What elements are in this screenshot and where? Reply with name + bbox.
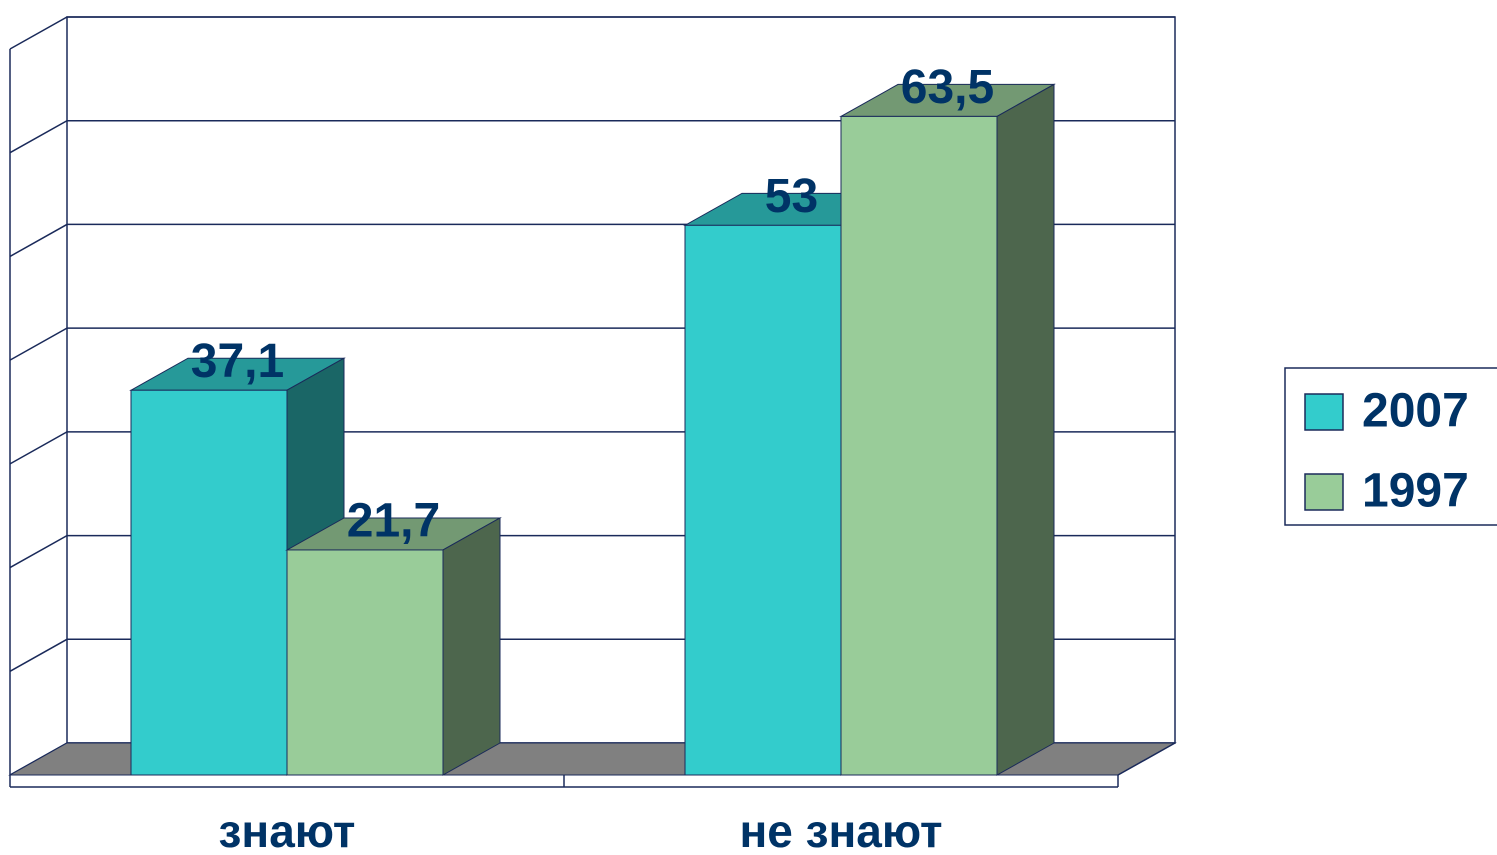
legend-swatch [1304,393,1344,431]
legend-label: 2007 [1362,385,1469,438]
legend-label: 1997 [1362,465,1469,518]
grid-line [9,16,1175,50]
legend-swatch [1304,473,1344,511]
floor-edge [1117,742,1176,776]
bar-side [996,83,1055,776]
x-tick-label: не знают [739,805,942,855]
grid-line [9,119,1175,154]
bar [130,389,288,776]
data-label: 53 [765,170,818,223]
bar-side [442,517,501,776]
data-label: 63,5 [901,61,994,114]
bar [286,549,444,776]
bar [684,224,842,776]
bar [840,115,998,776]
x-tick-label: знают [219,805,356,855]
data-label: 21,7 [347,495,440,548]
data-label: 37,1 [191,335,284,388]
